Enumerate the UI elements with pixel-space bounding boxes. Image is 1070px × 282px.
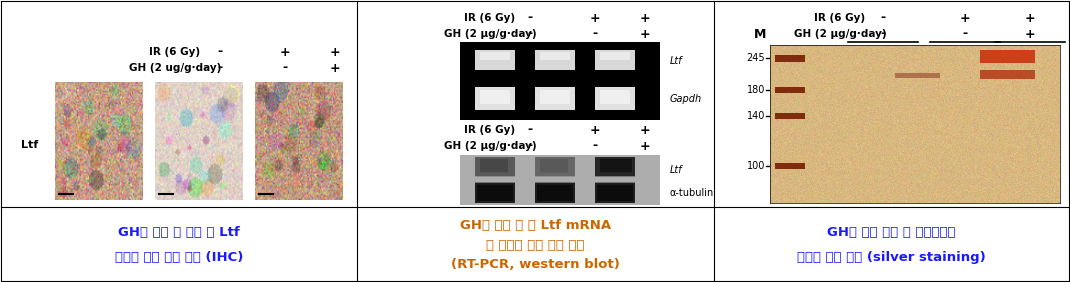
Text: 180: 180	[747, 85, 765, 95]
Text: -: -	[593, 140, 597, 153]
Text: -: -	[593, 28, 597, 41]
Text: 잔류량 증가 확인 (silver staining): 잔류량 증가 확인 (silver staining)	[797, 251, 985, 264]
Text: +: +	[640, 12, 651, 25]
Text: +: +	[1025, 28, 1036, 41]
Text: 단백질 발현 증가 확인 (IHC): 단백질 발현 증가 확인 (IHC)	[114, 251, 243, 264]
Text: -: -	[217, 61, 223, 74]
Text: IR (6 Gy): IR (6 Gy)	[814, 13, 866, 23]
Text: (RT-PCR, western blot): (RT-PCR, western blot)	[452, 258, 620, 271]
Text: 및 단백질 발현 증가 확인: 및 단백질 발현 증가 확인	[486, 239, 584, 252]
Text: GH (2 μg/g·day): GH (2 μg/g·day)	[794, 29, 886, 39]
Text: 100: 100	[747, 161, 765, 171]
Text: +: +	[640, 140, 651, 153]
Text: Ltf: Ltf	[670, 56, 683, 67]
Text: +: +	[330, 45, 340, 58]
Text: IR (6 Gy): IR (6 Gy)	[150, 47, 200, 57]
Text: -: -	[282, 61, 288, 74]
Text: IR (6 Gy): IR (6 Gy)	[464, 13, 516, 23]
Text: GH에 의한 간 내 Ltf mRNA: GH에 의한 간 내 Ltf mRNA	[460, 219, 611, 232]
Text: +: +	[1025, 12, 1036, 25]
Text: GH (2 ug/g·day): GH (2 ug/g·day)	[128, 63, 221, 73]
Text: -: -	[528, 28, 533, 41]
Text: 245: 245	[747, 53, 765, 63]
Text: +: +	[590, 12, 600, 25]
Text: -: -	[528, 124, 533, 136]
Text: +: +	[640, 28, 651, 41]
Text: α-tubulin: α-tubulin	[670, 188, 715, 197]
Text: Ltf: Ltf	[21, 140, 39, 150]
Text: -: -	[962, 28, 967, 41]
Text: -: -	[528, 140, 533, 153]
Text: GH에 의한 혈액 내 킬로미크론: GH에 의한 혈액 내 킬로미크론	[827, 226, 956, 239]
Text: +: +	[640, 124, 651, 136]
Text: M: M	[753, 28, 766, 41]
Text: IR (6 Gy): IR (6 Gy)	[464, 125, 516, 135]
Text: +: +	[330, 61, 340, 74]
Text: -: -	[881, 12, 886, 25]
Text: +: +	[590, 124, 600, 136]
Text: -: -	[528, 12, 533, 25]
Text: Gapdh: Gapdh	[670, 94, 702, 104]
Text: GH에 의한 간 조직 내 Ltf: GH에 의한 간 조직 내 Ltf	[118, 226, 240, 239]
Text: GH (2 μg/g·day): GH (2 μg/g·day)	[444, 29, 536, 39]
Text: Ltf: Ltf	[670, 165, 683, 175]
Text: +: +	[960, 12, 970, 25]
Text: +: +	[279, 45, 290, 58]
Text: -: -	[217, 45, 223, 58]
Text: -: -	[881, 28, 886, 41]
Text: 140: 140	[747, 111, 765, 121]
Text: GH (2 μg/g·day): GH (2 μg/g·day)	[444, 141, 536, 151]
